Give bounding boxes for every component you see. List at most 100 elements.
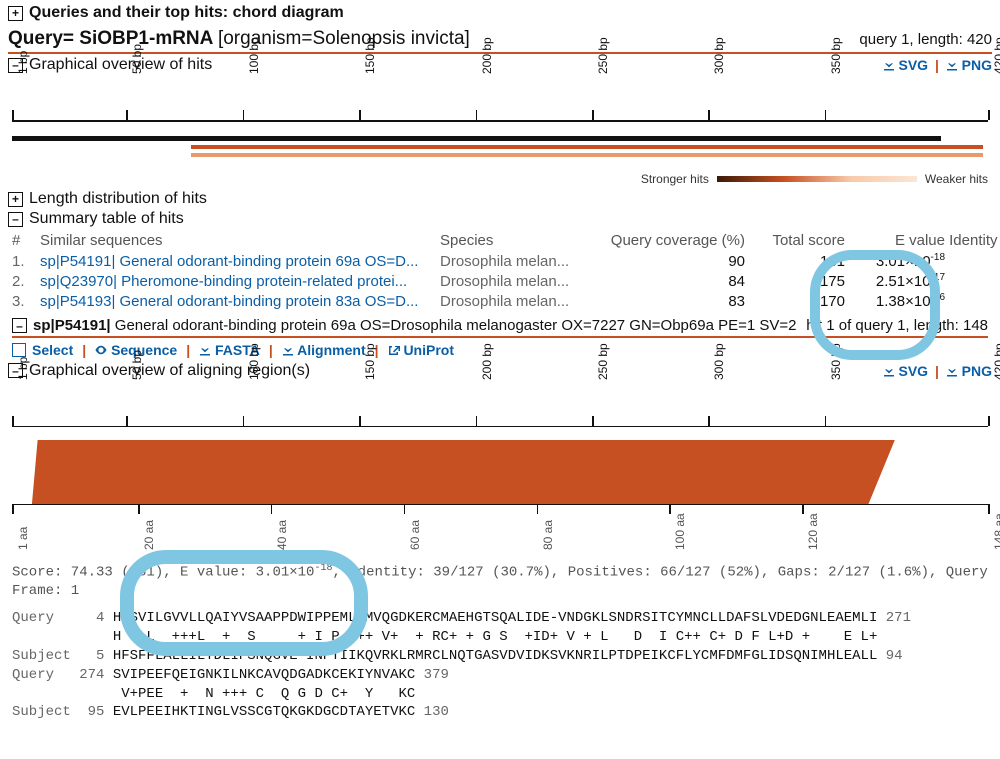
eye-icon bbox=[95, 344, 107, 356]
download-png[interactable]: PNG bbox=[946, 363, 992, 379]
e-value: 1.38×10-16 bbox=[845, 292, 945, 310]
hit-meta: hit 1 of query 1, length: 148 bbox=[806, 317, 988, 334]
summary-header[interactable]: – Summary table of hits bbox=[8, 210, 992, 228]
download-svg[interactable]: SVG bbox=[883, 363, 928, 379]
similar-seq-link[interactable]: sp|P54191| General odorant-binding prote… bbox=[40, 253, 418, 270]
species: Drosophila melan... bbox=[440, 253, 605, 270]
gradient-bar bbox=[717, 176, 917, 182]
col-ev: E value bbox=[845, 232, 945, 249]
species: Drosophila melan... bbox=[440, 293, 605, 310]
external-link-icon bbox=[388, 344, 400, 356]
aln-m1: H S L +++L + S + I P +++ V+ + RC+ + G S … bbox=[12, 629, 877, 645]
hit-tracks bbox=[12, 136, 988, 166]
total-score: 170 bbox=[745, 293, 845, 310]
lengthdist-title: Length distribution of hits bbox=[29, 190, 207, 208]
aln-s2: EVLPEEIHKTINGLVSSCGTQKGKDGCDTAYETVKC bbox=[113, 704, 415, 720]
query-meta: query 1, length: 420 bbox=[859, 31, 992, 48]
axis bbox=[12, 120, 988, 122]
aln-s2-lbl: Subject 95 bbox=[12, 704, 113, 720]
similar-seq-link[interactable]: sp|P54193| General odorant-binding prote… bbox=[40, 293, 418, 310]
aln-s1-lbl: Subject 5 bbox=[12, 648, 113, 664]
expand-icon[interactable]: + bbox=[8, 6, 23, 21]
collapse-icon[interactable]: – bbox=[12, 318, 27, 333]
aln-q1-lbl: Query 4 bbox=[12, 610, 113, 626]
aln-q2-lbl: Query 274 bbox=[12, 667, 113, 683]
aln-s1-end: 94 bbox=[877, 648, 902, 664]
page-root: + Queries and their top hits: chord diag… bbox=[0, 0, 1000, 738]
chord-title: Queries and their top hits: chord diagra… bbox=[29, 4, 344, 22]
query-coverage: 90 bbox=[605, 253, 745, 270]
lengthdist-header[interactable]: + Length distribution of hits bbox=[8, 190, 992, 208]
table-row: 1.sp|P54191| General odorant-binding pro… bbox=[12, 251, 988, 271]
hit-id: sp|P54191| bbox=[33, 317, 111, 334]
row-n: 2. bbox=[12, 273, 40, 290]
overview-header: – Graphical overview of hits SVG | PNG bbox=[8, 56, 992, 74]
chord-header[interactable]: + Queries and their top hits: chord diag… bbox=[8, 4, 992, 22]
download-links: SVG | PNG bbox=[883, 57, 992, 73]
col-ts: Total score bbox=[745, 232, 845, 249]
download-icon bbox=[883, 59, 895, 71]
aa-ruler: 1 aa20 aa40 aa60 aa80 aa100 aa120 aa148 … bbox=[12, 504, 988, 554]
identity: 25 bbox=[945, 293, 1000, 310]
bp-ruler: 1 bp50 bp100 bp150 bp200 bp250 bp300 bp3… bbox=[12, 80, 988, 134]
query-label: Query= SiOBP1-mRNA [organism=Solenopsis … bbox=[8, 28, 470, 50]
download-svg[interactable]: SVG bbox=[883, 57, 928, 73]
download-icon bbox=[199, 344, 211, 356]
divider bbox=[8, 52, 992, 54]
e-value: 2.51×10-17 bbox=[845, 272, 945, 290]
region-title: Graphical overview of aligning region(s) bbox=[29, 362, 310, 380]
aln-q1-end: 271 bbox=[877, 610, 911, 626]
col-sp: Species bbox=[440, 232, 605, 249]
alignment-trapezoid bbox=[12, 440, 988, 504]
download-icon bbox=[883, 365, 895, 377]
overview-title: Graphical overview of hits bbox=[29, 56, 212, 74]
query-prefix: Query= bbox=[8, 28, 79, 49]
aln-s2-end: 130 bbox=[415, 704, 449, 720]
summary-title: Summary table of hits bbox=[29, 210, 184, 228]
legend-weak: Weaker hits bbox=[925, 172, 988, 186]
collapse-icon[interactable]: – bbox=[8, 212, 23, 227]
alignment-block: Query 4 HVSVILGVVLLQAIYVSAAPPDWIPPEMLEMV… bbox=[12, 609, 988, 722]
hit-desc: General odorant-binding protein 69a OS=D… bbox=[111, 317, 797, 334]
hit-title: sp|P54191| General odorant-binding prote… bbox=[33, 317, 797, 334]
species: Drosophila melan... bbox=[440, 273, 605, 290]
checkbox-icon[interactable] bbox=[12, 343, 26, 357]
stats-line1a: Score: 74.33 (181), E value: 3.01×10 bbox=[12, 564, 314, 580]
summary-columns: # Similar sequences Species Query covera… bbox=[12, 230, 988, 251]
stats-block: Score: 74.33 (181), E value: 3.01×10-18,… bbox=[12, 562, 988, 601]
query-name: SiOBP1-mRNA bbox=[79, 28, 212, 49]
axis bbox=[12, 504, 988, 506]
region-header: – Graphical overview of aligning region(… bbox=[8, 362, 992, 380]
download-png[interactable]: PNG bbox=[946, 57, 992, 73]
expand-icon[interactable]: + bbox=[8, 192, 23, 207]
download-icon bbox=[946, 59, 958, 71]
summary-table: # Similar sequences Species Query covera… bbox=[12, 230, 988, 311]
stats-line1b: , Identity: 39/127 (30.7%), Positives: 6… bbox=[332, 564, 987, 580]
identity: 30 bbox=[945, 253, 1000, 270]
table-row: 3.sp|P54193| General odorant-binding pro… bbox=[12, 291, 988, 311]
divider bbox=[12, 336, 988, 338]
col-qc: Query coverage (%) bbox=[605, 232, 745, 249]
identity: 28 bbox=[945, 273, 1000, 290]
query-coverage: 83 bbox=[605, 293, 745, 310]
legend-strong: Stronger hits bbox=[641, 172, 709, 186]
table-row: 2.sp|Q23970| Pheromone-binding protein-r… bbox=[12, 271, 988, 291]
query-line: Query= SiOBP1-mRNA [organism=Solenopsis … bbox=[8, 28, 992, 50]
link-sep: | bbox=[932, 57, 942, 73]
download-icon bbox=[946, 365, 958, 377]
alignment-button[interactable]: Alignment bbox=[282, 342, 366, 358]
aln-q2: SVIPEEFQEIGNKILNKCAVQDGADKCEKIYNVAKC bbox=[113, 667, 415, 683]
aln-q1: HVSVILGVVLLQAIYVSAAPPDWIPPEMLEMVQGDKERCM… bbox=[113, 610, 878, 626]
strength-legend: Stronger hits Weaker hits bbox=[12, 172, 988, 186]
aln-q2-end: 379 bbox=[415, 667, 449, 683]
stats-line2: Frame: 1 bbox=[12, 583, 79, 599]
axis bbox=[12, 426, 988, 428]
col-id: Identity (%) bbox=[945, 232, 1000, 249]
uniprot-button[interactable]: UniProt bbox=[388, 342, 454, 358]
download-icon bbox=[282, 344, 294, 356]
select-button[interactable]: Select bbox=[32, 342, 73, 358]
similar-seq-link[interactable]: sp|Q23970| Pheromone-binding protein-rel… bbox=[40, 273, 407, 290]
total-score: 175 bbox=[745, 273, 845, 290]
e-value: 3.01×10-18 bbox=[845, 252, 945, 270]
query-coverage: 84 bbox=[605, 273, 745, 290]
